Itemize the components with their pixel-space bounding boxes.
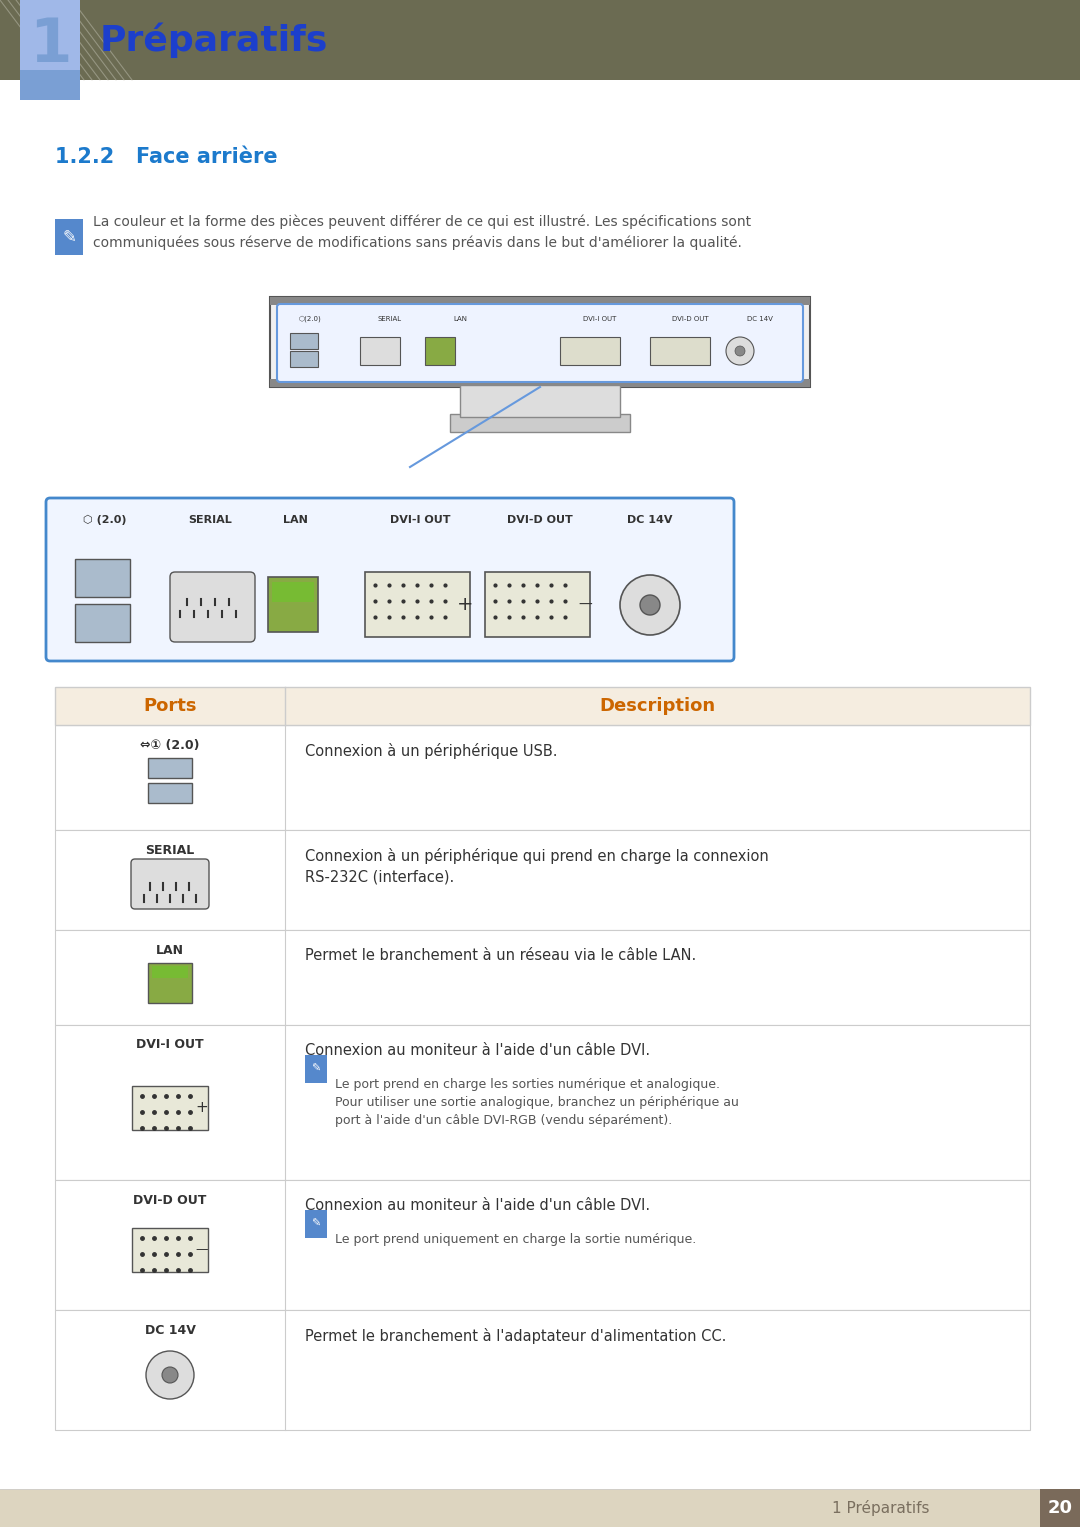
Bar — [291, 333, 318, 350]
Bar — [148, 962, 192, 1003]
Circle shape — [735, 347, 745, 356]
Text: ⬡(2.0): ⬡(2.0) — [299, 316, 322, 322]
FancyBboxPatch shape — [276, 304, 804, 382]
Text: Permet le branchement à l'adaptateur d'alimentation CC.: Permet le branchement à l'adaptateur d'a… — [305, 1328, 727, 1344]
Text: Connexion à un périphérique qui prend en charge la connexion
RS-232C (interface): Connexion à un périphérique qui prend en… — [305, 847, 769, 886]
Text: SERIAL: SERIAL — [146, 843, 194, 857]
Text: ✎: ✎ — [62, 228, 76, 246]
Bar — [268, 577, 318, 632]
Text: ⇔① (2.0): ⇔① (2.0) — [140, 739, 200, 751]
Bar — [55, 687, 1030, 725]
Bar — [305, 1055, 327, 1083]
Text: Ports: Ports — [144, 696, 197, 715]
Bar — [460, 385, 620, 417]
Bar — [55, 831, 1030, 930]
Text: DVI-D OUT: DVI-D OUT — [508, 515, 572, 525]
Text: DVI-I OUT: DVI-I OUT — [583, 316, 617, 322]
Bar — [272, 582, 314, 602]
Circle shape — [146, 1351, 194, 1399]
Text: —: — — [195, 1243, 208, 1257]
Bar — [132, 1086, 208, 1130]
Bar — [650, 337, 710, 365]
Text: La couleur et la forme des pièces peuvent différer de ce qui est illustré. Les s: La couleur et la forme des pièces peuven… — [93, 214, 751, 250]
Text: DC 14V: DC 14V — [627, 515, 673, 525]
Bar — [0, 1489, 1080, 1527]
Bar — [270, 296, 810, 386]
Bar — [270, 296, 810, 305]
Text: LAN: LAN — [453, 316, 467, 322]
Bar — [55, 1180, 1030, 1310]
Text: 1.2.2   Face arrière: 1.2.2 Face arrière — [55, 147, 278, 166]
Text: ⬡ (2.0): ⬡ (2.0) — [83, 515, 126, 525]
Bar — [132, 1228, 208, 1272]
Text: ✎: ✎ — [311, 1219, 321, 1229]
Circle shape — [640, 596, 660, 615]
Bar — [75, 559, 130, 597]
Text: Connexion au moniteur à l'aide d'un câble DVI.: Connexion au moniteur à l'aide d'un câbl… — [305, 1199, 650, 1212]
Text: LAN: LAN — [156, 944, 184, 956]
Text: Le port prend en charge les sorties numérique et analogique.
Pour utiliser une s: Le port prend en charge les sorties numé… — [335, 1078, 739, 1127]
Bar — [360, 337, 400, 365]
Bar — [55, 218, 83, 255]
Text: Description: Description — [599, 696, 716, 715]
Text: DC 14V: DC 14V — [145, 1324, 195, 1336]
Text: Le port prend uniquement en charge la sortie numérique.: Le port prend uniquement en charge la so… — [335, 1232, 697, 1246]
Bar — [152, 965, 188, 977]
Text: Préparatifs: Préparatifs — [100, 23, 328, 58]
Text: DC 14V: DC 14V — [747, 316, 773, 322]
Bar — [291, 351, 318, 366]
Bar — [0, 0, 1080, 79]
Text: 1 Préparatifs: 1 Préparatifs — [833, 1500, 930, 1516]
Bar — [148, 757, 192, 777]
Bar — [1040, 1489, 1080, 1527]
Text: +: + — [195, 1099, 208, 1115]
Text: SERIAL: SERIAL — [378, 316, 402, 322]
Bar — [460, 385, 620, 417]
Circle shape — [162, 1367, 178, 1383]
Text: 20: 20 — [1048, 1500, 1072, 1516]
FancyBboxPatch shape — [46, 498, 734, 661]
Bar — [55, 687, 1030, 725]
Text: DVI-D OUT: DVI-D OUT — [133, 1194, 206, 1206]
Bar — [148, 782, 192, 803]
FancyBboxPatch shape — [131, 860, 210, 909]
Bar — [55, 1310, 1030, 1429]
Bar — [55, 930, 1030, 1025]
Bar — [450, 414, 630, 432]
Text: LAN: LAN — [283, 515, 308, 525]
Text: Permet le branchement à un réseau via le câble LAN.: Permet le branchement à un réseau via le… — [305, 948, 697, 964]
Bar — [55, 725, 1030, 831]
Bar — [426, 337, 455, 365]
Text: DVI-D OUT: DVI-D OUT — [672, 316, 708, 322]
Text: +: + — [457, 596, 473, 614]
Bar — [365, 573, 470, 637]
Bar — [270, 379, 810, 386]
Text: —: — — [578, 599, 592, 612]
Bar — [305, 1209, 327, 1238]
Text: Connexion au moniteur à l'aide d'un câble DVI.: Connexion au moniteur à l'aide d'un câbl… — [305, 1043, 650, 1058]
Text: 1: 1 — [29, 15, 71, 75]
Bar — [561, 337, 620, 365]
Text: DVI-I OUT: DVI-I OUT — [390, 515, 450, 525]
Text: SERIAL: SERIAL — [188, 515, 232, 525]
Text: Connexion à un périphérique USB.: Connexion à un périphérique USB. — [305, 744, 557, 759]
FancyBboxPatch shape — [170, 573, 255, 641]
Text: ✎: ✎ — [311, 1064, 321, 1073]
Bar — [75, 605, 130, 641]
Text: DVI-I OUT: DVI-I OUT — [136, 1038, 204, 1052]
Circle shape — [726, 337, 754, 365]
Bar — [55, 1025, 1030, 1180]
Bar — [21, 70, 80, 99]
Bar — [21, 0, 80, 99]
Bar — [485, 573, 590, 637]
Circle shape — [620, 576, 680, 635]
